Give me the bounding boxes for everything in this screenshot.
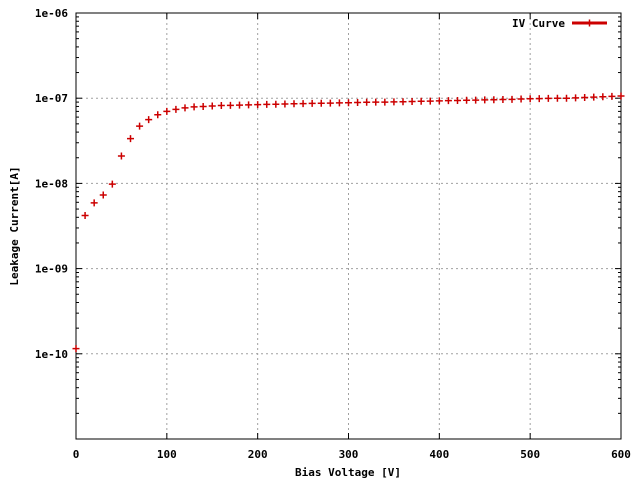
- data-point: [608, 92, 616, 100]
- data-point: [145, 116, 153, 124]
- data-point: [463, 96, 471, 104]
- data-point: [435, 97, 443, 105]
- data-point: [472, 96, 480, 104]
- axis-ticks: 0 100 200 300 400 500 600 1e-10 1e-09 1e-08 1e-07 1…: [35, 7, 631, 461]
- data-point: [117, 152, 125, 160]
- data-point: [226, 101, 234, 109]
- data-point: [381, 98, 389, 106]
- y-tick-label: 1e-06: [35, 7, 68, 20]
- data-point: [335, 99, 343, 107]
- x-tick-label: 600: [611, 448, 631, 461]
- data-point: [154, 111, 162, 119]
- data-point: [617, 92, 625, 100]
- data-point: [481, 96, 489, 104]
- y-tick-label: 1e-10: [35, 348, 68, 361]
- y-tick-label: 1e-08: [35, 177, 68, 190]
- data-point: [408, 97, 416, 105]
- data-point: [553, 94, 561, 102]
- data-point: [163, 107, 171, 115]
- data-point: [127, 135, 134, 143]
- plot-frame: [75, 12, 622, 440]
- data-point: [517, 95, 525, 103]
- x-axis-label: Bias Voltage [V]: [295, 466, 401, 479]
- data-point: [308, 99, 316, 107]
- y-tick-label: 1e-07: [35, 92, 68, 105]
- data-point: [535, 95, 543, 103]
- data-point: [99, 191, 107, 199]
- data-point: [136, 122, 144, 130]
- data-point: [499, 96, 507, 104]
- legend-swatch-marker: [586, 19, 593, 27]
- data-point: [254, 101, 262, 109]
- data-point: [245, 101, 253, 109]
- data-point: [345, 99, 352, 107]
- data-point: [208, 102, 216, 110]
- x-tick-label: 400: [429, 448, 449, 461]
- data-point: [272, 100, 280, 108]
- data-points: [72, 92, 625, 353]
- x-tick-label: 0: [73, 448, 80, 461]
- x-tick-label: 500: [520, 448, 540, 461]
- data-point: [290, 100, 298, 108]
- data-point: [454, 96, 461, 104]
- data-point: [599, 93, 607, 101]
- data-point: [372, 98, 380, 106]
- legend: IV Curve: [512, 17, 607, 30]
- data-point: [526, 95, 534, 103]
- data-point: [426, 97, 434, 105]
- data-point: [444, 97, 452, 105]
- data-point: [363, 98, 371, 106]
- data-point: [90, 199, 98, 207]
- x-tick-label: 100: [157, 448, 177, 461]
- data-point: [508, 95, 516, 103]
- data-point: [281, 100, 289, 108]
- x-tick-label: 300: [339, 448, 359, 461]
- data-point: [181, 104, 189, 112]
- data-point: [217, 102, 225, 110]
- data-point: [399, 98, 407, 106]
- data-point: [108, 180, 116, 188]
- data-point: [354, 99, 362, 107]
- y-tick-label: 1e-09: [35, 263, 68, 276]
- data-point: [199, 102, 207, 110]
- data-point: [317, 99, 325, 107]
- x-tick-label: 200: [248, 448, 268, 461]
- data-point: [544, 94, 552, 102]
- data-point: [72, 345, 80, 353]
- data-point: [263, 100, 271, 108]
- data-point: [490, 96, 498, 104]
- data-point: [563, 94, 570, 102]
- data-point: [190, 103, 198, 111]
- legend-marker: [586, 19, 593, 27]
- grid: [76, 13, 621, 439]
- y-axis-label: Leakage Current[A]: [8, 166, 21, 285]
- data-point: [572, 94, 580, 102]
- data-point: [299, 100, 307, 108]
- data-point: [581, 93, 589, 101]
- data-point: [326, 99, 334, 107]
- data-point: [81, 211, 89, 219]
- data-point: [236, 101, 243, 109]
- legend-label: IV Curve: [512, 17, 565, 30]
- data-point: [390, 98, 398, 106]
- data-point: [172, 105, 180, 113]
- data-point: [417, 97, 425, 105]
- data-point: [590, 93, 598, 101]
